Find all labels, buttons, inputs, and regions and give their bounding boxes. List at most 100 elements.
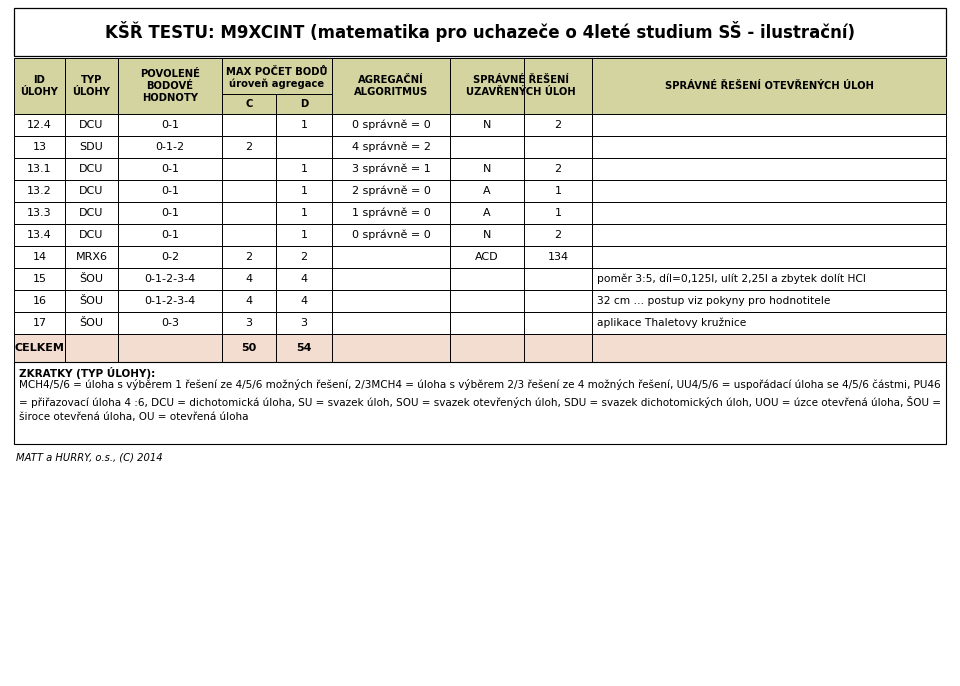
Text: MATT a HURRY, o.s., (C) 2014: MATT a HURRY, o.s., (C) 2014 [16, 452, 162, 462]
Bar [222, 290, 276, 312]
Text: 0-1: 0-1 [161, 208, 179, 218]
Bar [450, 158, 592, 180]
Bar [222, 158, 276, 180]
Bar [14, 136, 65, 158]
Text: SPRÁVNÉ ŘEŠENÍ
UZAVŘENÝCH ÚLOH: SPRÁVNÉ ŘEŠENÍ UZAVŘENÝCH ÚLOH [467, 75, 576, 97]
Bar [222, 58, 332, 114]
Text: 0-1: 0-1 [161, 120, 179, 130]
Text: 0-3: 0-3 [161, 318, 179, 328]
Text: 0 správně = 0: 0 správně = 0 [351, 120, 430, 130]
Bar [14, 8, 946, 56]
Text: 2: 2 [246, 252, 252, 262]
Bar [65, 224, 118, 246]
Bar [65, 334, 118, 362]
Bar [118, 180, 222, 202]
Bar [592, 136, 946, 158]
Bar [118, 114, 222, 136]
Text: MAX POČET BODŮ
úroveň agregace: MAX POČET BODŮ úroveň agregace [227, 67, 327, 88]
Text: poměr 3:5, díl=0,125l, ulít 2,25l a zbytek dolít HCl: poměr 3:5, díl=0,125l, ulít 2,25l a zbyt… [597, 274, 866, 284]
Bar [65, 180, 118, 202]
Bar [118, 202, 222, 224]
Bar [118, 290, 222, 312]
Bar [222, 180, 276, 202]
Bar [332, 136, 450, 158]
Bar [592, 202, 946, 224]
Bar [65, 312, 118, 334]
Bar [276, 202, 332, 224]
Bar [222, 224, 276, 246]
Bar [65, 290, 118, 312]
Bar [450, 202, 592, 224]
Text: 4: 4 [300, 274, 307, 284]
Bar [14, 334, 65, 362]
Bar [592, 290, 946, 312]
Bar [118, 334, 222, 362]
Text: 0-1: 0-1 [161, 230, 179, 240]
Text: 15: 15 [33, 274, 46, 284]
Text: MRX6: MRX6 [76, 252, 108, 262]
Text: 0-2: 0-2 [161, 252, 180, 262]
Text: A: A [483, 186, 491, 196]
Text: N: N [483, 164, 492, 174]
Bar [450, 58, 592, 114]
Bar [65, 114, 118, 136]
Bar [332, 114, 450, 136]
Bar [592, 114, 946, 136]
Text: aplikace Thaletovy kružnice: aplikace Thaletovy kružnice [597, 318, 746, 328]
Bar [65, 202, 118, 224]
Bar [65, 136, 118, 158]
Bar [276, 136, 332, 158]
Bar [592, 334, 946, 362]
Bar [222, 268, 276, 290]
Bar [592, 224, 946, 246]
Bar [222, 312, 276, 334]
Text: 1: 1 [300, 186, 307, 196]
Bar [14, 58, 65, 114]
Text: ID
ÚLOHY: ID ÚLOHY [20, 75, 59, 97]
Bar [332, 290, 450, 312]
Text: ŠOU: ŠOU [80, 274, 104, 284]
Text: CELKEM: CELKEM [14, 343, 64, 353]
Bar [332, 202, 450, 224]
Bar [450, 114, 592, 136]
Bar [65, 246, 118, 268]
Bar [276, 180, 332, 202]
Text: 2: 2 [300, 252, 307, 262]
Text: 1: 1 [300, 120, 307, 130]
Bar [118, 158, 222, 180]
Bar [14, 158, 65, 180]
Text: 12.4: 12.4 [27, 120, 52, 130]
Bar [14, 202, 65, 224]
Bar [450, 312, 592, 334]
Text: N: N [483, 230, 492, 240]
Text: 13.1: 13.1 [27, 164, 52, 174]
Bar [450, 136, 592, 158]
Text: 0-1-2-3-4: 0-1-2-3-4 [144, 296, 196, 306]
Bar [14, 268, 65, 290]
Text: 2: 2 [555, 164, 562, 174]
Text: C: C [246, 99, 252, 109]
Text: 1: 1 [555, 186, 562, 196]
Bar [276, 158, 332, 180]
Bar [65, 268, 118, 290]
Text: 2: 2 [555, 230, 562, 240]
Text: 134: 134 [547, 252, 568, 262]
Bar [14, 290, 65, 312]
Text: A: A [483, 208, 491, 218]
Bar [14, 246, 65, 268]
Text: SPRÁVNÉ ŘEŠENÍ OTEVŘENÝCH ÚLOH: SPRÁVNÉ ŘEŠENÍ OTEVŘENÝCH ÚLOH [664, 81, 874, 91]
Text: DCU: DCU [80, 230, 104, 240]
Text: 4: 4 [246, 274, 252, 284]
Bar [332, 180, 450, 202]
Bar [14, 312, 65, 334]
Text: 4 správně = 2: 4 správně = 2 [351, 142, 430, 152]
Bar [332, 158, 450, 180]
Bar [592, 268, 946, 290]
Text: MCH4/5/6 = úloha s výběrem 1 řešení ze 4/5/6 možných řešení, 2/3MCH4 = úloha s v: MCH4/5/6 = úloha s výběrem 1 řešení ze 4… [19, 379, 941, 422]
Bar [332, 312, 450, 334]
Text: DCU: DCU [80, 208, 104, 218]
Bar [450, 180, 592, 202]
Text: 1 správně = 0: 1 správně = 0 [351, 208, 430, 218]
Bar [332, 58, 450, 114]
Text: 50: 50 [241, 343, 256, 353]
